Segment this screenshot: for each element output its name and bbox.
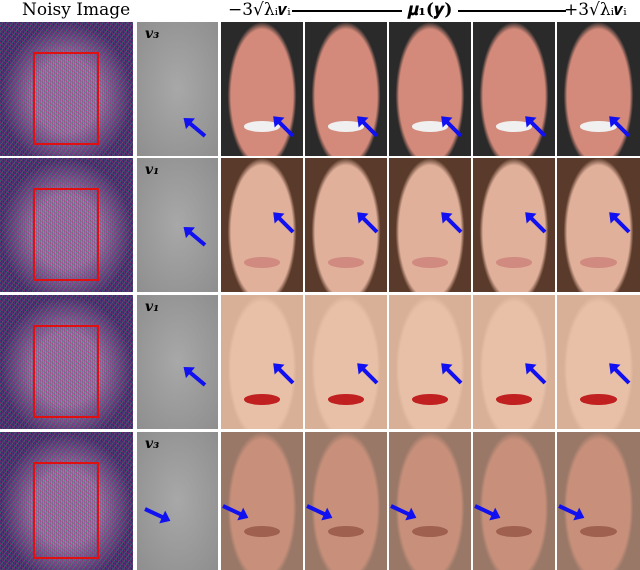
arrow-icon [390,504,412,518]
mouth [243,121,281,132]
mouth [243,525,281,537]
mouth [327,394,365,405]
arrow-icon [558,504,580,518]
arrow-icon [612,215,631,234]
sample-face-image [389,22,471,156]
vector-label: 𝒗₃ [145,436,160,452]
principal-component-image: 𝒗₃ [137,22,218,156]
principal-component-image: 𝒗₁ [137,295,218,429]
principal-component-image: 𝒗₃ [137,432,218,570]
mouth [411,394,449,405]
mouth [580,525,617,537]
sample-face-image [473,432,555,570]
crop-box [33,52,99,145]
noisy-image [0,432,133,570]
sample-face-image [473,295,555,429]
sample-face-image [473,158,555,292]
arrow-icon [528,215,547,234]
sample-face-image [305,22,387,156]
sample-face-image [389,295,471,429]
minus-3-sigma-label: −3√λᵢ𝒗ᵢ [228,0,291,20]
mouth [495,525,533,537]
arrow-icon [276,366,295,385]
crop-box [33,325,99,418]
vector-label: 𝒗₃ [145,26,160,42]
sample-face-image [557,22,640,156]
mouth [243,257,281,268]
sample-face-image [305,158,387,292]
sample-face-image [389,158,471,292]
sample-face-image [557,158,640,292]
noisy-image [0,158,133,292]
mouth [495,257,533,268]
sample-face-image [473,22,555,156]
sample-face-image [221,22,303,156]
mouth [411,257,449,268]
vector-label: 𝒗₁ [145,162,160,178]
arrow-icon [186,369,207,387]
crop-box [33,462,99,559]
arrow-icon [222,504,244,518]
mouth [411,525,449,537]
plus-3-sigma-label: +3√λᵢ𝒗ᵢ [564,0,627,20]
arrow-icon [360,215,379,234]
noisy-image-header: Noisy Image [22,0,131,20]
sample-face-image [557,295,640,429]
arrow-icon [186,229,207,247]
sample-face-image [557,432,640,570]
sample-face-image [305,295,387,429]
arrow-icon [306,504,328,518]
mouth [327,525,365,537]
arrow-icon [144,507,166,521]
arrow-icon [360,366,379,385]
arrow-icon [444,215,463,234]
posterior-mean-label: 𝝁₁(𝒚) [402,0,459,22]
crop-box [33,188,99,281]
mouth [495,394,533,405]
sample-face-image [305,432,387,570]
arrow-icon [612,366,631,385]
sample-face-image [221,295,303,429]
mouth [327,257,365,268]
vector-label: 𝒗₁ [145,299,160,315]
arrow-icon [444,366,463,385]
mouth [243,394,281,405]
noisy-image [0,22,133,156]
sample-face-image [389,432,471,570]
arrow-icon [276,215,295,234]
sample-face-image [221,158,303,292]
mouth [580,121,617,132]
principal-component-image: 𝒗₁ [137,158,218,292]
mouth [580,394,617,405]
arrow-icon [474,504,496,518]
mouth [327,121,365,132]
mouth [580,257,617,268]
mouth [411,121,449,132]
sample-face-image [221,432,303,570]
noisy-image [0,295,133,429]
arrow-icon [186,120,207,138]
arrow-icon [528,366,547,385]
mouth [495,121,533,132]
